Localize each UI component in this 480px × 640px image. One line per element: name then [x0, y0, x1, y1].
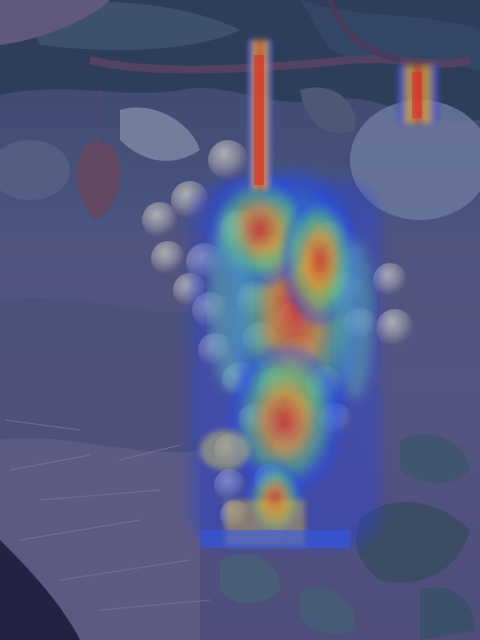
dark-shadow: [0, 540, 80, 640]
background-bushes: [0, 100, 480, 220]
bottom-leaves: [220, 434, 475, 640]
ground: [0, 230, 480, 640]
vine-branch: [89, 54, 472, 74]
top-foliage: [0, 0, 480, 161]
attention-heatmap-overlay: [190, 40, 438, 550]
dried-leaf: [76, 141, 121, 220]
